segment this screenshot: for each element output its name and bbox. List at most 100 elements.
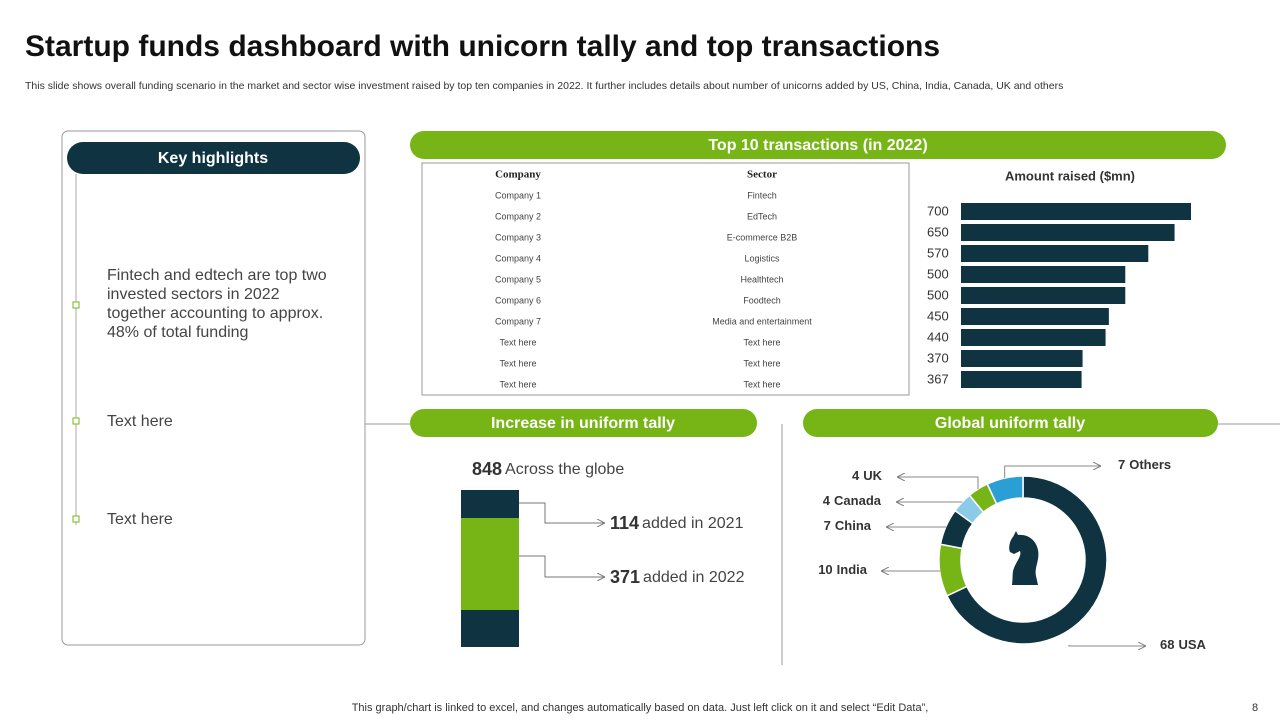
bar-label: 370 [927, 350, 949, 365]
slice-label-part: 4 [852, 468, 860, 483]
highlight: Fintech and edtech are top two invested … [107, 267, 327, 341]
leader [1004, 466, 1100, 479]
bullet [72, 515, 80, 523]
tally-text: added in 2021 [642, 515, 744, 532]
bar [961, 266, 1126, 283]
leader [898, 477, 979, 490]
table-cell: Company 6 [495, 295, 541, 305]
table-cell: Fintech [747, 190, 777, 200]
bar-label: 650 [927, 224, 949, 239]
slice-label: 10 India [818, 562, 868, 577]
highlights-title: Key highlights [158, 150, 268, 167]
tally-block [461, 610, 519, 647]
column-header: Sector [747, 169, 777, 181]
section-pill [803, 409, 1218, 437]
table-cell: Text here [743, 379, 780, 389]
bar-label: 500 [927, 266, 949, 281]
slice-label-part: India [837, 562, 868, 577]
slice-label-part: UK [863, 468, 882, 483]
slice-label-part: Others [1129, 457, 1171, 472]
section-title: Top 10 transactions (in 2022) [708, 137, 927, 154]
table-cell: Text here [499, 379, 536, 389]
slice-label-part: 10 [818, 562, 832, 577]
bullet [72, 417, 80, 425]
slice-label-part: USA [1178, 637, 1206, 652]
tally-value: 371 [610, 567, 640, 587]
bar-label: 367 [927, 371, 949, 386]
table-cell: Company 5 [495, 274, 541, 284]
slice-label: 4 Canada [823, 493, 882, 508]
slice-label-part: Canada [834, 493, 882, 508]
bar [961, 245, 1149, 262]
slice-label-part: 7 [824, 518, 831, 533]
table-frame [421, 162, 910, 396]
table-cell: Company 2 [495, 211, 541, 221]
slice-label: 7 China [824, 518, 872, 533]
bar-label: 700 [927, 203, 949, 218]
bar [961, 308, 1109, 325]
bar [961, 350, 1083, 367]
table-cell: Text here [499, 337, 536, 347]
table-cell: E-commerce B2B [727, 232, 798, 242]
bar [961, 329, 1106, 346]
table-cell: Healthtech [740, 274, 783, 284]
total-text: Across the globe [505, 461, 624, 478]
connector [519, 555, 604, 577]
table-cell: Company 7 [495, 316, 541, 326]
column-header: Company [495, 169, 541, 181]
section-pill [410, 409, 757, 437]
table-cell: Foodtech [743, 295, 781, 305]
footer-note: This graph/chart is linked to excel, and… [352, 702, 929, 714]
chart-title: Amount raised ($mn) [1005, 168, 1135, 183]
slice-label: 4 UK [852, 468, 883, 483]
table-cell: Media and entertainment [712, 316, 812, 326]
knight-icon [1009, 531, 1039, 585]
title: Startup funds dashboard with unicorn tal… [25, 30, 940, 63]
slice-label: 68 USA [1160, 637, 1207, 652]
table-cell: Logistics [744, 253, 780, 263]
table-cell: Text here [743, 358, 780, 368]
total-value: 848 [472, 459, 502, 479]
bar-label: 570 [927, 245, 949, 260]
tally-item: 114 added in 2021 [610, 513, 744, 533]
tally-block [461, 490, 519, 518]
donut-slice [986, 475, 1024, 505]
tally-value: 114 [610, 513, 639, 533]
bar [961, 203, 1191, 220]
tally-text: added in 2022 [643, 569, 745, 586]
bar [961, 371, 1082, 388]
slice-label-part: 4 [823, 493, 831, 508]
slice-label-part: China [835, 518, 872, 533]
tally-block [461, 518, 519, 610]
highlight: Text here [107, 413, 173, 430]
highlight: Text here [107, 511, 173, 528]
section-title: Global uniform tally [935, 415, 1085, 432]
subtitle: This slide shows overall funding scenari… [25, 80, 1063, 92]
slice-label-part: 7 [1118, 457, 1125, 472]
bar [961, 287, 1126, 304]
table-cell: EdTech [747, 211, 777, 221]
section-pill [410, 131, 1226, 159]
total-label: 848 Across the globe [472, 459, 624, 479]
bullet [72, 301, 80, 309]
donut-slice [938, 543, 968, 597]
highlights-panel [61, 130, 366, 646]
connector [519, 502, 604, 523]
page-number: 8 [1252, 702, 1258, 714]
donut-slice [945, 475, 1108, 645]
table-cell: Company 4 [495, 253, 541, 263]
bar [961, 224, 1175, 241]
bar-label: 450 [927, 308, 949, 323]
bar-label: 440 [927, 329, 949, 344]
leader [1068, 645, 1145, 646]
table-cell: Text here [743, 337, 780, 347]
section-title: Increase in uniform tally [491, 415, 675, 432]
highlights-pill [67, 142, 360, 174]
tally-item: 371 added in 2022 [610, 567, 745, 587]
table-cell: Company 3 [495, 232, 541, 242]
slice-label: 7 Others [1118, 457, 1171, 472]
slice-label-part: 68 [1160, 637, 1174, 652]
bar-label: 500 [927, 287, 949, 302]
